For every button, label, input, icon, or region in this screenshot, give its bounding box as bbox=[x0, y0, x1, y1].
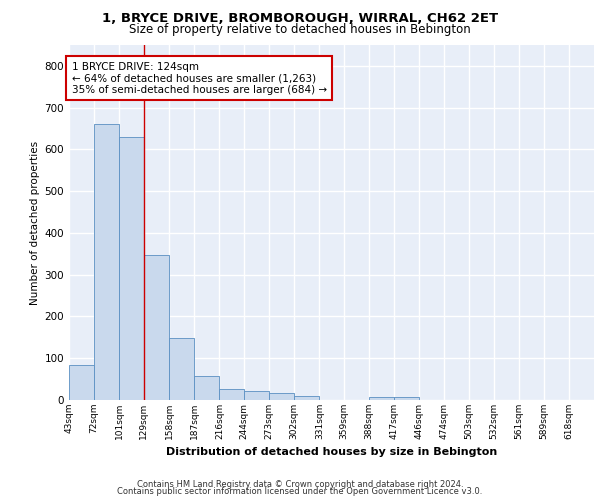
Bar bbox=[244, 391, 269, 400]
X-axis label: Distribution of detached houses by size in Bebington: Distribution of detached houses by size … bbox=[166, 448, 497, 458]
Text: Size of property relative to detached houses in Bebington: Size of property relative to detached ho… bbox=[129, 22, 471, 36]
Text: 1 BRYCE DRIVE: 124sqm
← 64% of detached houses are smaller (1,263)
35% of semi-d: 1 BRYCE DRIVE: 124sqm ← 64% of detached … bbox=[71, 62, 327, 95]
Bar bbox=[69, 366, 94, 400]
Text: Contains public sector information licensed under the Open Government Licence v3: Contains public sector information licen… bbox=[118, 488, 482, 496]
Bar bbox=[369, 396, 394, 400]
Y-axis label: Number of detached properties: Number of detached properties bbox=[31, 140, 40, 304]
Bar bbox=[169, 338, 194, 400]
Bar bbox=[269, 393, 294, 400]
Bar bbox=[220, 389, 244, 400]
Bar bbox=[119, 137, 144, 400]
Bar bbox=[394, 396, 419, 400]
Bar bbox=[144, 255, 169, 400]
Bar bbox=[194, 376, 220, 400]
Text: Contains HM Land Registry data © Crown copyright and database right 2024.: Contains HM Land Registry data © Crown c… bbox=[137, 480, 463, 489]
Bar bbox=[94, 124, 119, 400]
Text: 1, BRYCE DRIVE, BROMBOROUGH, WIRRAL, CH62 2ET: 1, BRYCE DRIVE, BROMBOROUGH, WIRRAL, CH6… bbox=[102, 12, 498, 26]
Bar bbox=[294, 396, 319, 400]
